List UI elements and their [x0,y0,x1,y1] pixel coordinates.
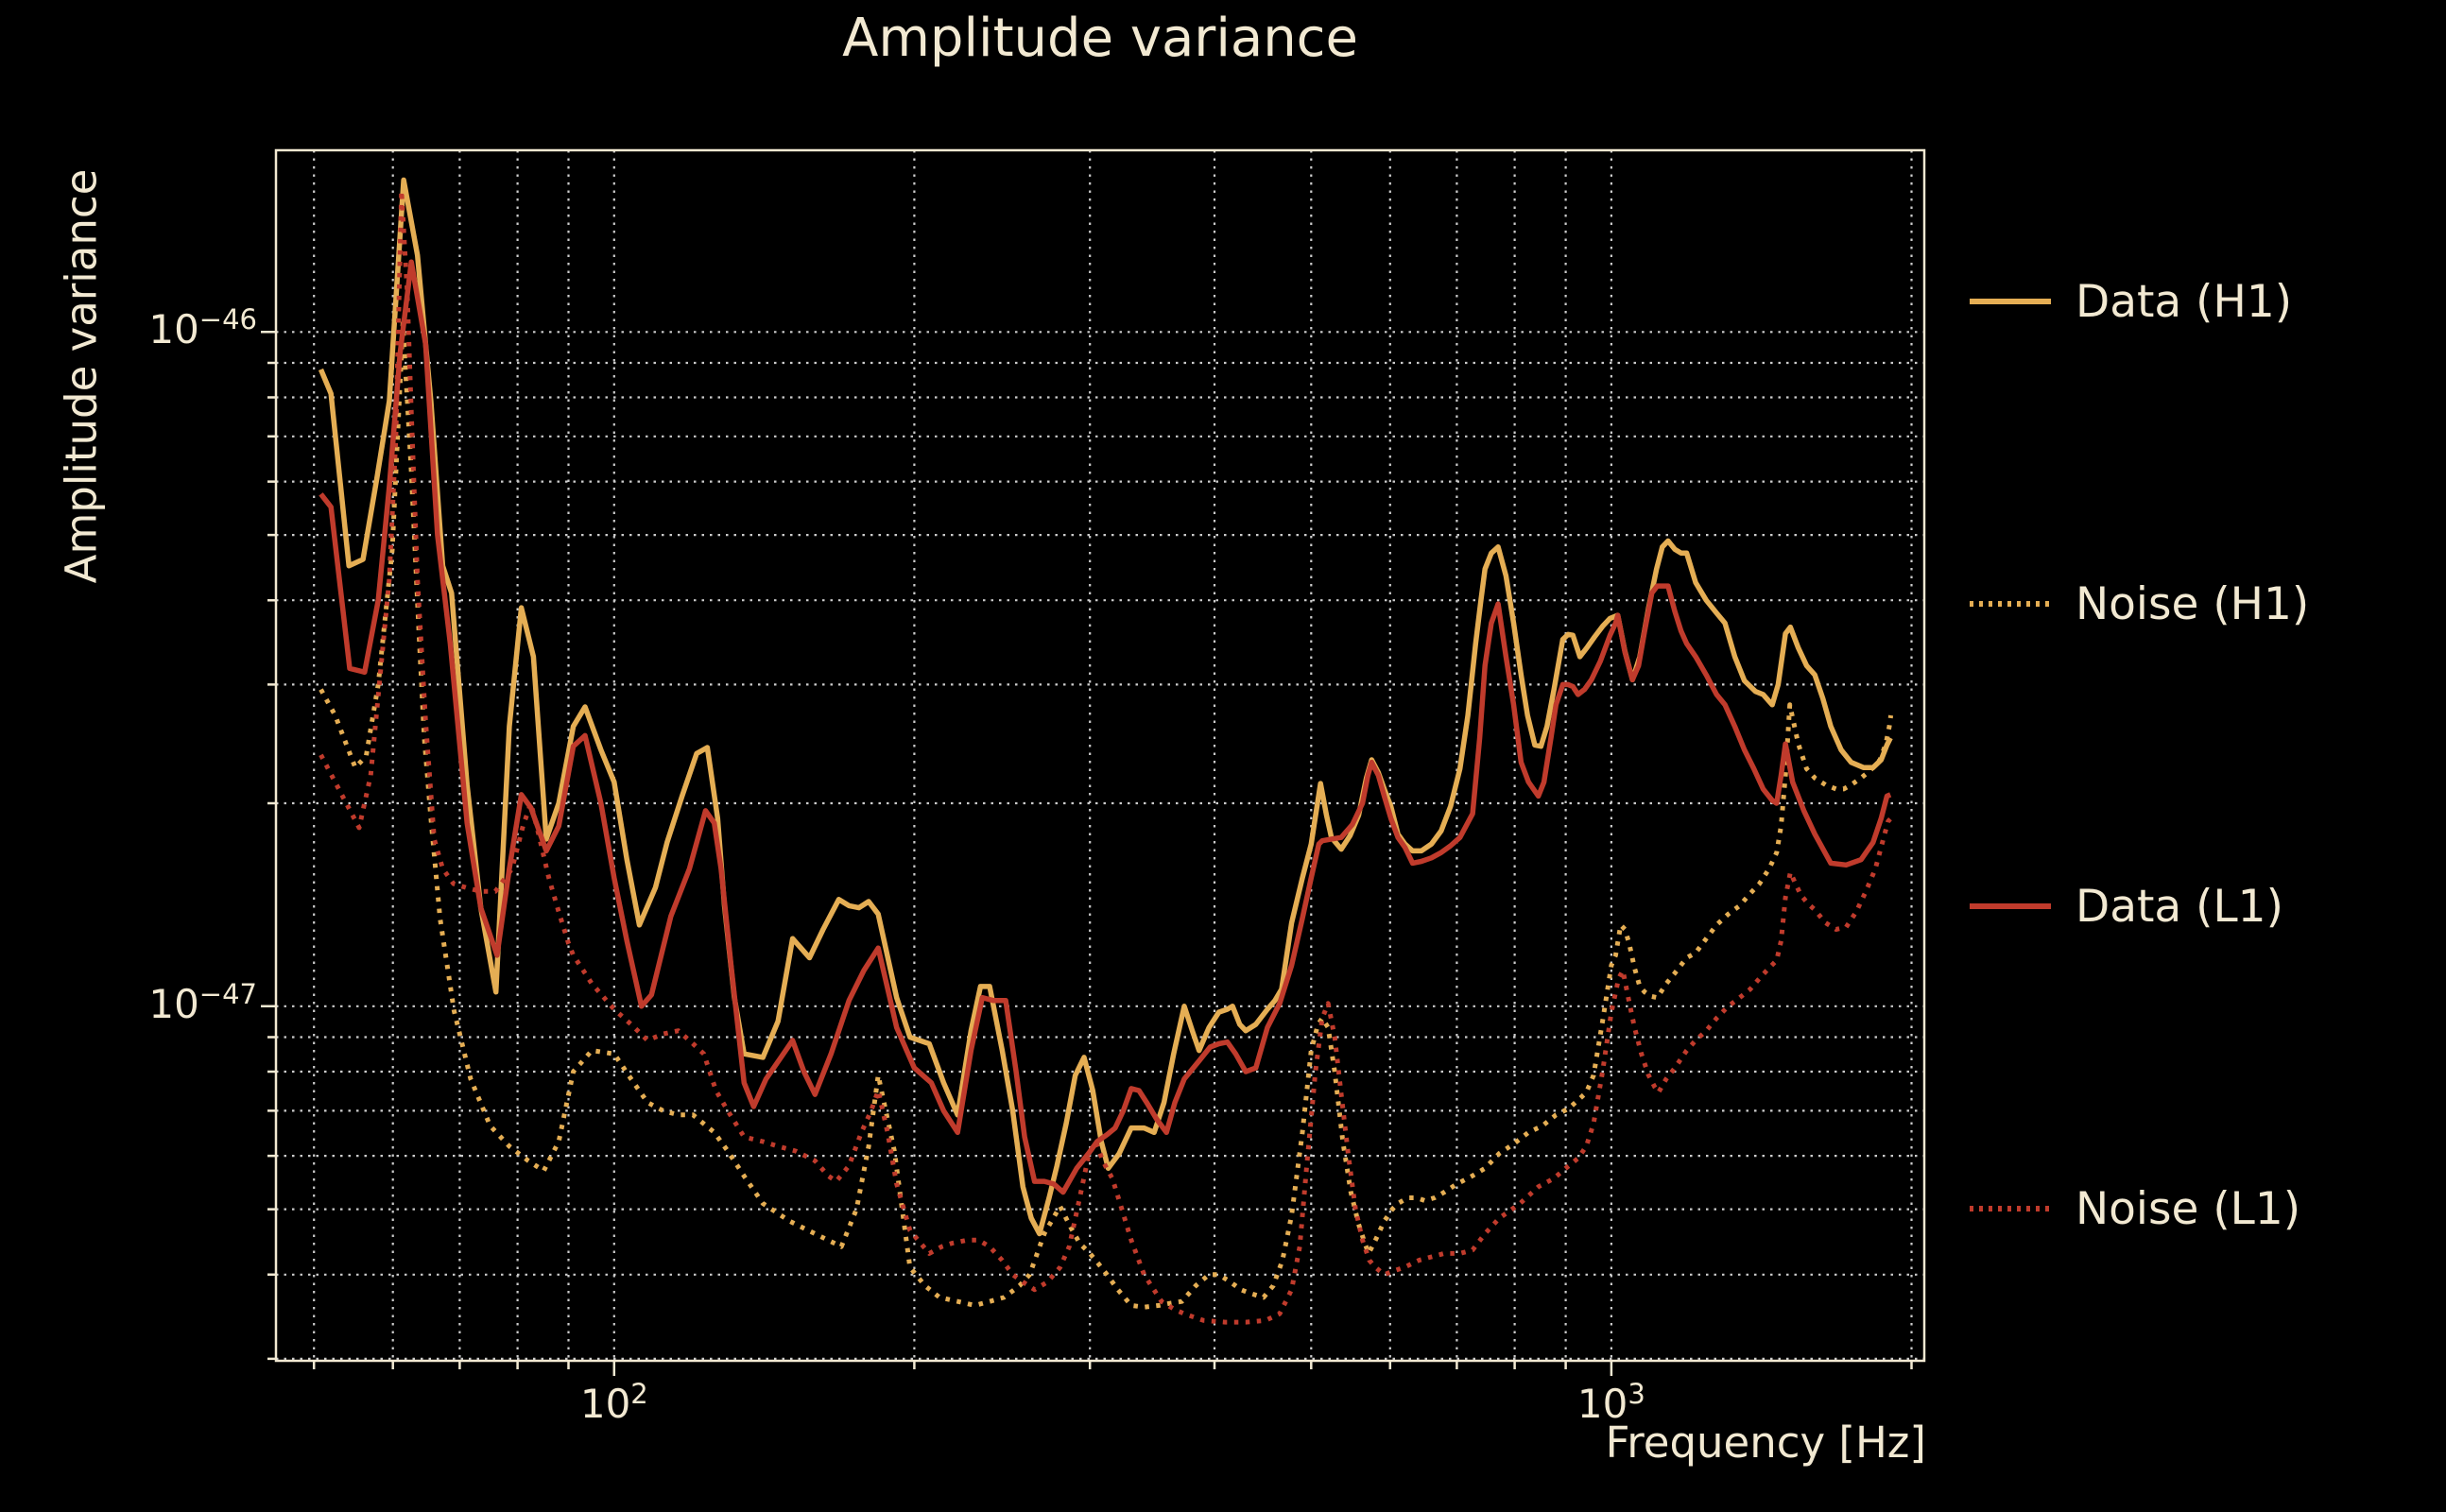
legend-swatch-solid-red [1970,903,2051,909]
legend-label: Noise (H1) [2076,577,2310,630]
legend-swatch-solid-gold [1970,299,2051,304]
y-tick-label: 10−47 [148,977,257,1027]
legend-label: Data (L1) [2076,880,2283,933]
gridlines [276,150,1924,1361]
legend-item-noise-h1: Noise (H1) [1968,574,2309,634]
x-tick-label-1000: 103 [1576,1378,1645,1427]
legend-swatch-dotted-gold [1970,601,2051,607]
legend-label: Noise (L1) [2076,1182,2301,1235]
axes-spines [274,148,1926,1363]
legend-item-data-h1: Data (H1) [1968,271,2292,332]
x-axis-label: Frequency [Hz] [1605,1418,1926,1468]
legend-label: Data (H1) [2076,275,2293,328]
series-line-noise-l1- [319,188,1893,1325]
series-line-data-h1- [318,177,1893,1237]
axis-ticks [261,331,1913,1376]
chart-title: Amplitude variance [842,8,1358,69]
series-line-data-l1- [319,259,1892,1195]
legend-item-data-l1: Data (L1) [1968,876,2283,936]
y-tick-label: 10−46 [148,303,257,353]
legend: Data (H1) Noise (H1) Data (L1) Noise (L1… [1968,0,2440,1512]
legend-item-noise-l1: Noise (L1) [1968,1178,2300,1239]
y-axis-label: Amplitude variance [56,168,107,584]
x-tick-label-100: 102 [579,1378,648,1427]
legend-swatch-dotted-red [1970,1206,2051,1211]
